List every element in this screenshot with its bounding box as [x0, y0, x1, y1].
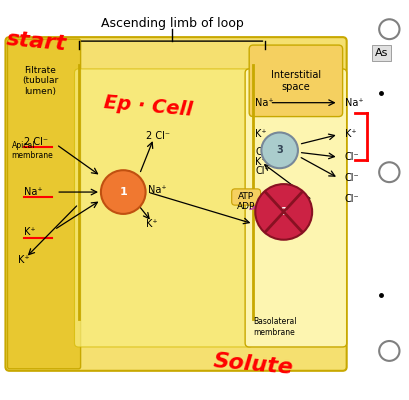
Text: Apical
membrane: Apical membrane — [11, 141, 53, 160]
Text: Ascending limb of loop: Ascending limb of loop — [101, 17, 243, 30]
Text: Basolateral
membrane: Basolateral membrane — [253, 318, 297, 337]
Text: K⁺: K⁺ — [18, 254, 29, 264]
Text: Cl⁻: Cl⁻ — [345, 173, 359, 183]
FancyBboxPatch shape — [5, 37, 347, 371]
Circle shape — [255, 184, 312, 240]
Text: Ep · Cell: Ep · Cell — [103, 93, 193, 120]
Text: Interstitial
space: Interstitial space — [271, 70, 321, 92]
Text: K⁺: K⁺ — [255, 130, 267, 140]
Text: Na⁺: Na⁺ — [255, 98, 274, 108]
Text: K⁺: K⁺ — [24, 227, 35, 237]
Text: Na⁺: Na⁺ — [345, 98, 363, 108]
Text: Cl⁻: Cl⁻ — [345, 194, 359, 204]
Text: 2 Cl⁻: 2 Cl⁻ — [24, 138, 48, 148]
Text: As: As — [375, 48, 389, 58]
FancyBboxPatch shape — [74, 69, 253, 347]
Text: Na⁺: Na⁺ — [148, 185, 166, 195]
Text: K⁺: K⁺ — [255, 157, 267, 167]
Text: ATP: ATP — [238, 192, 254, 201]
Text: 2: 2 — [280, 207, 287, 217]
Text: Filtrate
(tubular
lumen): Filtrate (tubular lumen) — [22, 66, 58, 96]
Text: 3: 3 — [276, 145, 283, 155]
FancyBboxPatch shape — [249, 45, 343, 116]
Circle shape — [101, 170, 146, 214]
Circle shape — [261, 132, 298, 168]
Circle shape — [379, 162, 400, 182]
Text: 2 Cl⁻: 2 Cl⁻ — [146, 132, 170, 142]
Text: ADP: ADP — [237, 202, 255, 211]
FancyBboxPatch shape — [7, 39, 81, 369]
FancyBboxPatch shape — [245, 69, 347, 347]
Text: K⁺: K⁺ — [146, 219, 157, 229]
Text: Cl⁻: Cl⁻ — [345, 152, 359, 162]
Text: start: start — [5, 29, 67, 54]
Text: Solute: Solute — [213, 351, 294, 378]
Text: Cl⁻: Cl⁻ — [255, 147, 270, 157]
Text: 1: 1 — [119, 187, 127, 197]
FancyBboxPatch shape — [232, 189, 261, 205]
Circle shape — [379, 341, 400, 361]
Text: Cl⁻: Cl⁻ — [255, 166, 270, 176]
Circle shape — [379, 19, 400, 39]
Text: Na⁺: Na⁺ — [24, 187, 43, 197]
Text: K⁺: K⁺ — [345, 130, 356, 140]
